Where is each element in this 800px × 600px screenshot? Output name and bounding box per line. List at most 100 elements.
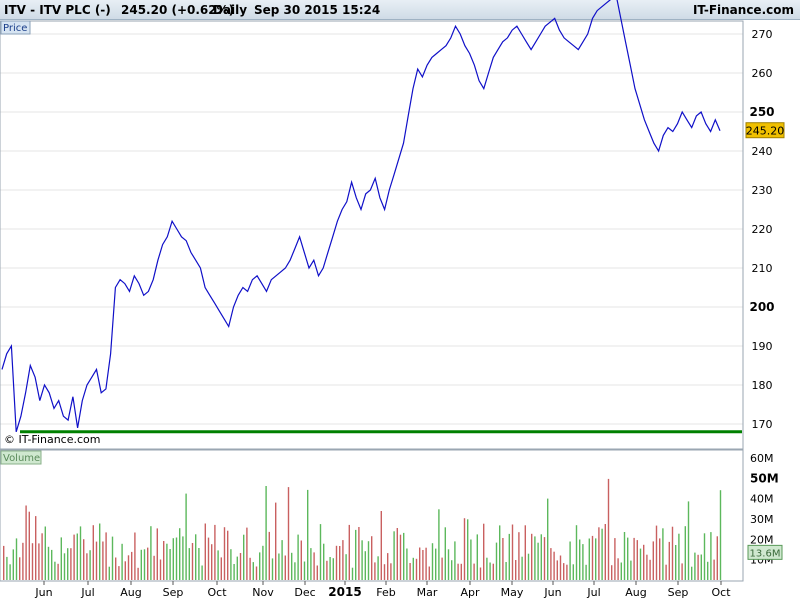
volume-bar xyxy=(531,533,533,580)
volume-bar xyxy=(422,550,424,580)
volume-bar xyxy=(204,523,206,580)
volume-bar xyxy=(54,561,56,580)
volume-bar xyxy=(332,558,334,580)
volume-bar xyxy=(351,567,354,580)
volume-bar xyxy=(707,561,709,580)
x-tick-label: Sep xyxy=(163,586,184,599)
volume-bar xyxy=(121,543,123,580)
x-tick-label: 2015 xyxy=(328,585,361,599)
volume-bar xyxy=(345,554,347,580)
volume-bar xyxy=(137,567,139,580)
x-tick-label: Oct xyxy=(711,586,731,599)
volume-bar xyxy=(3,545,5,580)
volume-bar xyxy=(444,527,446,580)
volume-bar xyxy=(681,563,683,580)
volume-bar xyxy=(268,531,270,580)
volume-bar xyxy=(454,541,456,580)
volume-bar xyxy=(425,547,427,580)
volume-bar xyxy=(483,523,485,580)
volume-bar xyxy=(6,556,8,580)
volume-bar xyxy=(239,553,242,580)
volume-bar xyxy=(499,525,501,580)
volume-bar xyxy=(521,556,523,580)
volume-bar xyxy=(22,542,24,580)
volume-bar xyxy=(163,541,165,580)
volume-bar xyxy=(348,524,350,580)
volume-bar xyxy=(38,543,40,580)
x-tick-label: Jul xyxy=(80,586,94,599)
volume-bar xyxy=(153,555,155,580)
volume-tick-label: 40M xyxy=(750,493,774,506)
x-tick-label: May xyxy=(501,586,524,599)
chart-header: ITV - ITV PLC (-) 245.20 (+0.62%) Daily … xyxy=(0,0,800,20)
volume-bar xyxy=(191,543,194,580)
volume-bar xyxy=(515,560,517,580)
volume-bar xyxy=(643,544,645,580)
volume-bar xyxy=(214,524,216,580)
volume-bar xyxy=(108,566,110,580)
volume-bar xyxy=(31,543,34,580)
volume-bar xyxy=(659,538,661,580)
volume-bar xyxy=(553,551,555,580)
volume-bar xyxy=(303,561,306,580)
volume-bar xyxy=(115,557,117,580)
volume-bar xyxy=(582,544,584,580)
volume-bar xyxy=(188,548,190,580)
volume-bar xyxy=(604,524,606,580)
price-panel-label: Price xyxy=(3,23,27,34)
volume-bar xyxy=(518,532,520,580)
volume-bar xyxy=(255,566,258,580)
timestamp: Sep 30 2015 15:24 xyxy=(254,3,381,17)
volume-tick-label: 30M xyxy=(750,513,774,526)
volume-bar xyxy=(467,519,469,580)
x-tick-label: Jun xyxy=(543,586,561,599)
volume-bar xyxy=(655,525,658,580)
volume-bar xyxy=(694,552,696,580)
volume-bar xyxy=(431,543,434,580)
price-tick-label: 240 xyxy=(752,145,773,158)
volume-bar xyxy=(326,560,328,580)
volume-bar xyxy=(556,560,558,580)
volume-bar xyxy=(687,501,690,580)
volume-bar xyxy=(223,527,226,580)
volume-bar xyxy=(537,542,539,580)
volume-bar xyxy=(671,526,674,580)
volume-bar xyxy=(99,523,101,580)
volume-bar xyxy=(281,540,283,580)
volume-bar xyxy=(387,553,389,580)
volume-bar xyxy=(220,557,222,580)
volume-bar xyxy=(358,527,360,580)
volume-bar xyxy=(339,546,341,580)
volume-bar xyxy=(102,541,104,580)
volume-bar xyxy=(297,534,299,580)
volume-tick-label: 20M xyxy=(750,533,774,546)
volume-tick-label: 60M xyxy=(750,452,774,465)
volume-bar xyxy=(323,543,325,580)
volume-bar xyxy=(489,562,491,580)
price-tick-label: 270 xyxy=(752,28,773,41)
volume-bar xyxy=(652,541,654,580)
volume-bar xyxy=(380,511,382,580)
x-tick-label: Dec xyxy=(294,586,315,599)
volume-bar xyxy=(278,553,280,580)
volume-bar xyxy=(476,534,478,580)
volume-bar xyxy=(636,540,638,580)
volume-bar xyxy=(105,532,107,580)
price-tick-label: 170 xyxy=(752,418,773,431)
volume-bar xyxy=(329,557,331,580)
volume-bar xyxy=(207,537,210,580)
price-tick-label: 180 xyxy=(752,379,773,392)
last-volume-badge xyxy=(747,544,783,560)
volume-bar xyxy=(259,552,261,580)
volume-bar xyxy=(35,516,37,580)
volume-bar xyxy=(175,537,178,580)
volume-bar xyxy=(147,547,149,580)
volume-bar xyxy=(243,534,245,580)
volume-bar xyxy=(447,549,450,580)
volume-bar xyxy=(377,556,379,580)
volume-bar xyxy=(307,489,309,580)
volume-bar xyxy=(700,554,702,580)
volume-bar xyxy=(313,552,315,580)
volume-bar xyxy=(572,564,574,580)
volume-panel-label: Volume xyxy=(3,453,40,464)
